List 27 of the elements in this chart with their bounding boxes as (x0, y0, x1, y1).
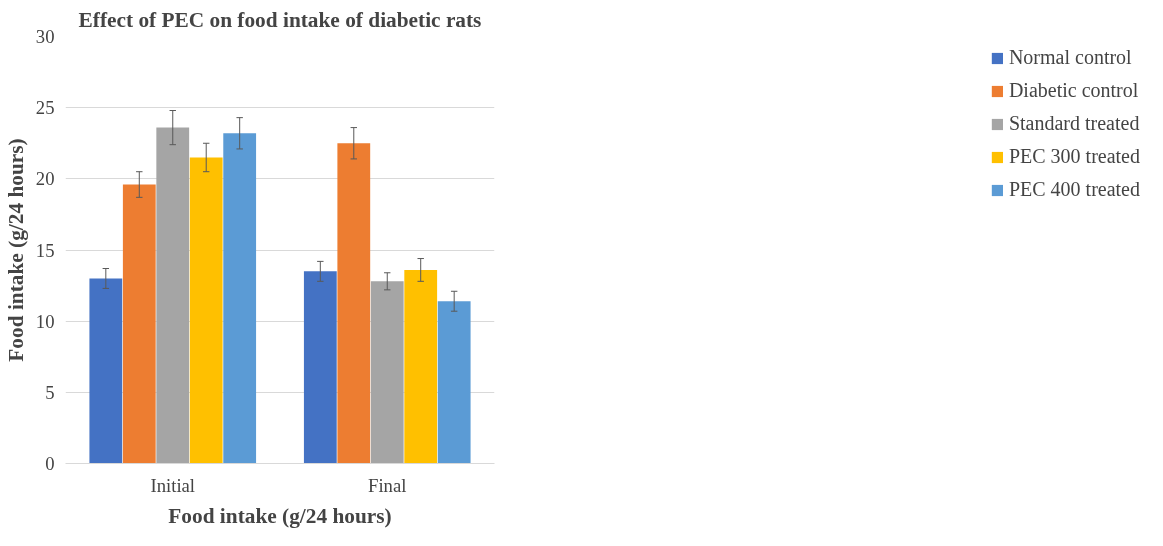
bar (189, 157, 223, 464)
bar (122, 184, 156, 464)
y-axis-title: Food intake (g/24 hours) (3, 138, 28, 362)
y-tick-label: 5 (45, 381, 55, 403)
bar (337, 143, 371, 464)
chart-title: Effect of PEC on food intake of diabetic rats (78, 7, 482, 32)
bar (370, 281, 404, 464)
bar (437, 301, 471, 464)
y-tick-label: 15 (35, 239, 55, 261)
bar (223, 133, 257, 464)
x-tick-label: Final (368, 474, 407, 496)
x-axis-title: Food intake (g/24 hours) (168, 503, 392, 528)
bar (89, 278, 123, 464)
legend-label: PEC 300 treated (1008, 145, 1140, 168)
bar (156, 127, 190, 464)
y-tick-label: 0 (45, 453, 55, 474)
y-tick-label: 10 (35, 310, 55, 332)
legend-label: Standard treated (1008, 112, 1140, 135)
legend-label: Normal control (1008, 46, 1132, 69)
bar (404, 269, 438, 464)
x-tick-label: Initial (150, 474, 196, 496)
y-tick-label: 25 (35, 97, 55, 119)
y-tick-label: 20 (35, 168, 55, 190)
bar (303, 271, 337, 464)
legend-label: Diabetic control (1008, 79, 1139, 102)
legend-label: PEC 400 treated (1008, 178, 1140, 201)
y-tick-label: 30 (35, 26, 55, 47)
